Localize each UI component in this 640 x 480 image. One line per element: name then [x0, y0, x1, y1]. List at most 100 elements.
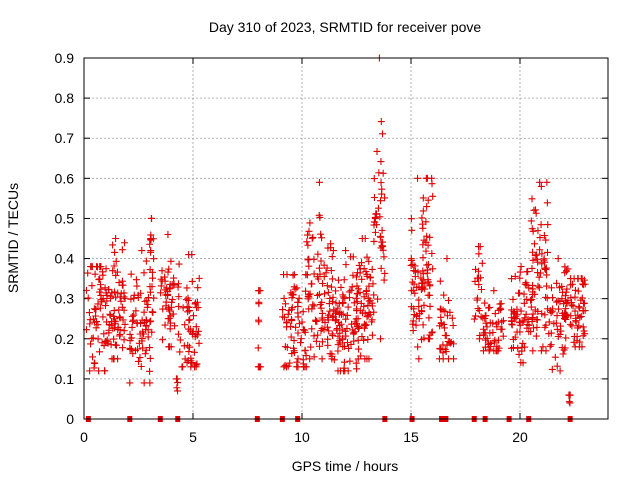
data-point	[84, 269, 92, 277]
data-point	[140, 308, 148, 316]
data-point	[357, 352, 365, 360]
data-point	[121, 320, 129, 328]
data-point	[157, 282, 165, 290]
data-point	[543, 282, 551, 290]
data-point	[549, 294, 557, 302]
data-point	[487, 340, 495, 348]
data-point	[354, 289, 362, 297]
data-point	[135, 357, 143, 365]
data-point	[542, 265, 550, 273]
data-point	[255, 316, 263, 324]
data-point	[361, 309, 369, 317]
data-point	[140, 269, 148, 277]
data-point	[148, 214, 156, 222]
data-point	[281, 343, 289, 351]
data-point	[439, 341, 447, 349]
data-point	[317, 327, 325, 335]
data-point	[323, 264, 331, 272]
data-point	[111, 318, 119, 326]
data-point	[491, 310, 499, 318]
data-point	[531, 240, 539, 248]
data-point	[364, 294, 372, 302]
data-point	[280, 363, 288, 371]
data-point	[176, 348, 184, 356]
data-point	[448, 314, 456, 322]
data-point	[316, 213, 324, 221]
data-point	[579, 323, 587, 331]
data-point	[364, 301, 372, 309]
data-point	[449, 340, 457, 348]
data-point	[185, 307, 193, 315]
data-point	[193, 360, 201, 368]
data-point	[419, 321, 427, 329]
data-point	[572, 314, 580, 322]
data-point	[531, 251, 539, 259]
data-point	[85, 309, 93, 317]
data-point	[99, 294, 107, 302]
data-point	[347, 340, 355, 348]
data-point	[120, 327, 128, 335]
data-point	[527, 328, 535, 336]
data-point	[161, 286, 169, 294]
data-point	[360, 265, 368, 273]
data-point	[144, 294, 152, 302]
data-point	[527, 217, 535, 225]
data-point	[120, 336, 128, 344]
y-tick-label: 0.3	[55, 291, 75, 307]
data-point	[134, 345, 142, 353]
data-point	[323, 282, 331, 290]
data-point	[475, 250, 483, 258]
data-point	[118, 344, 126, 352]
data-point	[443, 255, 451, 263]
data-point	[426, 233, 434, 241]
data-point	[421, 285, 429, 293]
data-point	[414, 343, 422, 351]
data-point	[566, 320, 574, 328]
data-point	[353, 322, 361, 330]
data-point	[481, 299, 489, 307]
data-point	[428, 250, 436, 258]
data-point	[577, 312, 585, 320]
data-point	[194, 331, 202, 339]
data-point	[100, 330, 108, 338]
data-point	[174, 283, 182, 291]
data-point	[559, 288, 567, 296]
data-point	[98, 339, 106, 347]
data-point	[96, 304, 104, 312]
data-point	[318, 314, 326, 322]
data-point	[114, 355, 122, 363]
data-point	[147, 248, 155, 256]
data-point	[538, 260, 546, 268]
data-point	[159, 305, 167, 313]
data-point	[167, 257, 175, 265]
y-tick-label: 0.5	[55, 210, 75, 226]
data-point	[344, 303, 352, 311]
data-point	[370, 194, 378, 202]
data-point	[139, 344, 147, 352]
data-point	[544, 221, 552, 229]
data-point	[407, 215, 415, 223]
data-point	[95, 367, 103, 375]
data-point	[527, 303, 535, 311]
data-point	[470, 315, 478, 323]
data-point	[287, 333, 295, 341]
data-point	[418, 307, 426, 315]
data-point	[138, 316, 146, 324]
data-point	[170, 281, 178, 289]
data-point	[520, 317, 528, 325]
data-point	[543, 248, 551, 256]
x-tick-label: 20	[512, 429, 528, 445]
grid-lines	[84, 57, 608, 419]
chart-title: Day 310 of 2023, SRMTID for receiver pov…	[209, 19, 482, 35]
data-point	[87, 340, 95, 348]
data-point	[370, 237, 378, 245]
data-point	[378, 190, 386, 198]
data-point	[140, 379, 148, 387]
data-point	[377, 158, 385, 166]
data-point	[307, 343, 315, 351]
data-point	[302, 352, 310, 360]
data-point	[415, 355, 423, 363]
data-point	[420, 236, 428, 244]
data-point	[558, 295, 566, 303]
